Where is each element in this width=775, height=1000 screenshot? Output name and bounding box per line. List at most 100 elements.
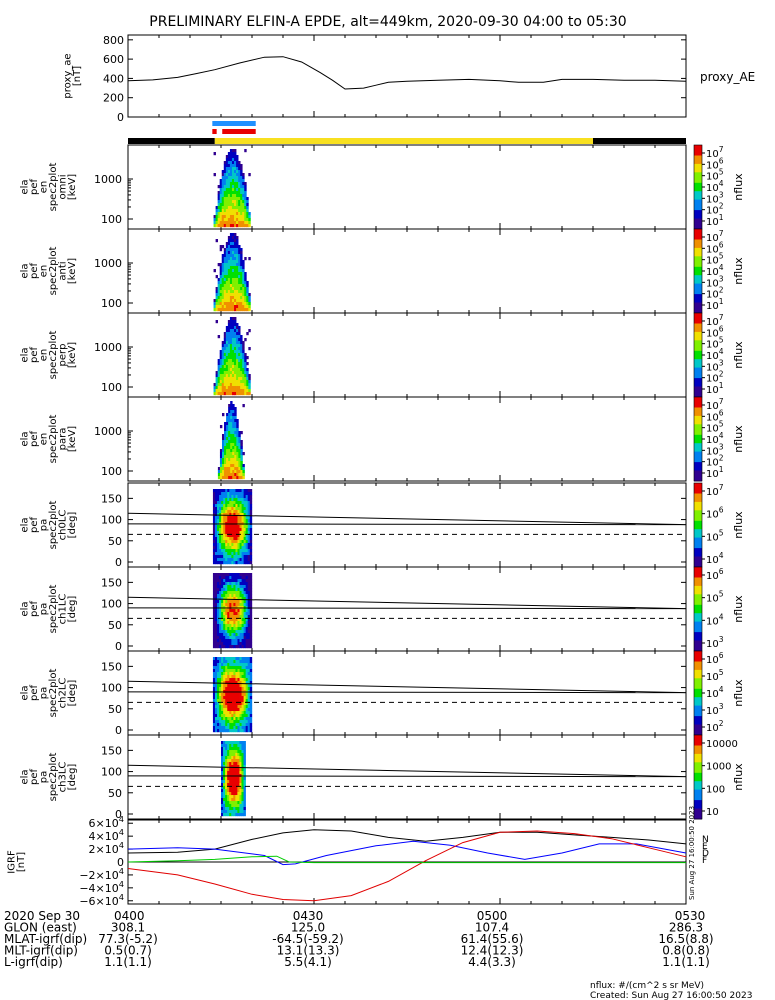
energy-spectrogram-cell (219, 461, 223, 465)
pa-spectrogram-cell (231, 807, 234, 811)
energy-spectrogram-cell (238, 185, 241, 189)
energy-spectrogram-cell (238, 224, 241, 228)
energy-spectrogram-cell (227, 296, 231, 300)
pa-colorbar-swatch (694, 573, 702, 576)
pa-y-tick-label: 100 (101, 514, 122, 527)
pa-spectrogram-cell (223, 594, 226, 598)
pa-spectrogram-cell (237, 612, 240, 616)
energy-spectrogram-cell (215, 392, 219, 396)
pa-spectrogram-cell (221, 510, 224, 514)
energy-spectrogram-cell (236, 392, 239, 396)
pa-colorbar-swatch (694, 602, 702, 606)
energy-spectrogram-cell (234, 266, 237, 270)
energy-spectrogram-cell (226, 446, 229, 450)
energy-spectrogram-cell (225, 335, 229, 339)
pa-spectrogram-cell (245, 495, 249, 499)
energy-spectrogram-cell (230, 476, 233, 480)
pa-spectrogram-cell (227, 621, 230, 625)
pa-colorbar-label: nflux (732, 763, 745, 791)
pa-spectrogram-cell (214, 558, 218, 562)
energy-spectrogram-cell (229, 299, 233, 303)
pa-spectrogram-cell (241, 531, 244, 535)
pa-spectrogram-cell (223, 756, 226, 760)
pa-spectrogram-cell (212, 507, 216, 511)
energy-spectrogram-cell (227, 164, 231, 168)
energy-spectrogram-cell (229, 224, 233, 228)
pa-spectrogram-cell (247, 681, 251, 685)
pa-spectrogram-cell (214, 630, 218, 634)
energy-spectrogram-cell (230, 404, 233, 408)
energy-spectrogram-cell (229, 257, 233, 261)
energy-spectrogram-cell (231, 239, 235, 243)
energy-spectrogram-cell (230, 464, 233, 468)
energy-spectrogram-cell (238, 332, 241, 336)
pa-spectrogram-cell (231, 804, 234, 808)
pa-spectrogram-cell (217, 630, 220, 634)
energy-spectrogram-cell (242, 464, 245, 468)
pa-spectrogram-cell (237, 810, 240, 814)
axis-label-line: ela (19, 601, 30, 616)
energy-spectrogram-cell (225, 371, 229, 375)
energy-spectrogram-cell (227, 248, 231, 252)
energy-spectrogram-cell (244, 149, 247, 153)
energy-spectrogram-cell (223, 380, 227, 384)
pa-spectrogram-cell (227, 810, 230, 814)
energy-spectrogram-cell (225, 179, 229, 183)
pa-spectrogram-cell (221, 663, 224, 667)
energy-spectrogram-cell (238, 206, 241, 210)
pa-spectrogram-cell (225, 621, 228, 625)
energy-spectrogram-cell (232, 476, 235, 480)
energy-spectrogram-cell (238, 245, 241, 249)
pa-spectrogram-cell (239, 561, 242, 565)
pa-spectrogram-cell (229, 771, 232, 775)
pa-spectrogram-cell (212, 519, 216, 523)
table-value: 13.1(13.3) (277, 944, 340, 958)
energy-spectrogram-cell (236, 179, 239, 183)
pa-colorbar-swatch (694, 638, 702, 641)
pa-spectrogram-cell (239, 657, 242, 661)
pa-spectrogram-cell (247, 597, 251, 601)
pa-spectrogram-cell (227, 585, 230, 589)
energy-spectrogram-cell (230, 434, 233, 438)
pa-spectrogram-cell (225, 804, 228, 808)
energy-spectrogram-cell (240, 308, 243, 312)
pa-spectrogram-cell (221, 501, 224, 505)
pa-spectrogram-cell (227, 627, 230, 631)
pa-spectrogram-cell (229, 708, 232, 712)
energy-spectrogram-cell (229, 326, 233, 330)
pa-spectrogram-cell (241, 795, 244, 799)
pa-spectrogram-cell (214, 723, 218, 727)
pa-spectrogram-cell (249, 678, 253, 682)
energy-spectrogram-cell (236, 245, 239, 249)
pa-spectrogram-cell (233, 537, 236, 541)
energy-spectrogram-cell (217, 368, 221, 372)
energy-spectrogram-cell (219, 221, 223, 225)
table-value: 0.5(0.7) (104, 944, 152, 958)
energy-colorbar-swatch (694, 182, 702, 186)
energy-spectrogram-cell (244, 281, 247, 285)
pa-spectrogram-cell (231, 540, 234, 544)
pa-spectrogram-cell (239, 675, 242, 679)
pa-spectrogram-cell (223, 813, 226, 817)
pa-spectrogram-cell (239, 660, 242, 664)
igrf-y-tick-label: 4×104 (89, 827, 124, 843)
energy-spectrogram-cell (242, 404, 245, 408)
pa-spectrogram-cell (243, 633, 247, 637)
pa-spectrogram-cell (245, 582, 249, 586)
axis-label-line: pef (29, 263, 40, 280)
energy-spectrogram-cell (227, 362, 231, 366)
pa-spectrogram-cell (233, 642, 236, 646)
energy-spectrogram-cell (236, 422, 239, 426)
pa-colorbar-swatch (694, 726, 702, 730)
pa-spectrogram-cell (249, 558, 253, 562)
pa-spectrogram-cell (241, 642, 244, 646)
energy-colorbar-swatch (694, 161, 702, 165)
energy-spectrogram-cell (242, 215, 245, 219)
pa-spectrogram-cell (217, 714, 220, 718)
pa-spectrogram-cell (239, 684, 242, 688)
pa-spectrogram-cell (223, 489, 226, 493)
pa-spectrogram-cell (229, 717, 232, 721)
pa-spectrogram-cell (237, 498, 240, 502)
energy-spectrogram-cell (223, 290, 227, 294)
energy-spectrogram-cell (236, 296, 239, 300)
